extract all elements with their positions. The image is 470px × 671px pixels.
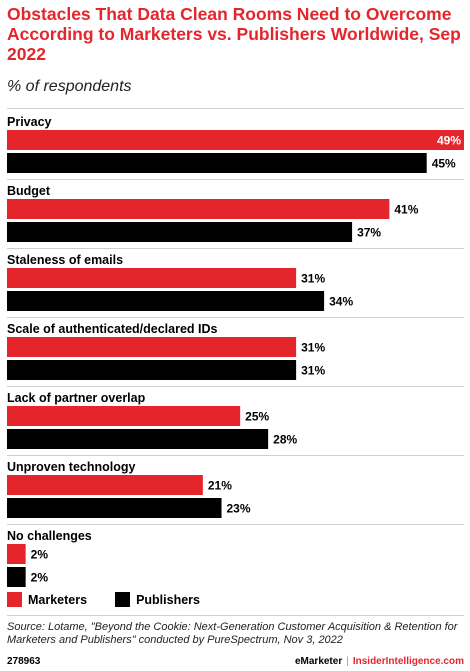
data-label-marketers-privacy: 49% xyxy=(437,134,461,148)
legend-swatch-marketers xyxy=(7,592,22,607)
legend-label-marketers: Marketers xyxy=(28,592,88,607)
bar-marketers-staleness-of-emails xyxy=(7,268,297,288)
brand-insider-intelligence: InsiderIntelligence.com xyxy=(352,656,464,667)
group-divider xyxy=(7,317,464,318)
bar-publishers-scale-of-authenticated-declared-ids xyxy=(7,360,297,380)
group-divider xyxy=(7,524,464,525)
data-label-publishers-privacy: 45% xyxy=(432,157,456,171)
bar-publishers-privacy xyxy=(7,153,427,173)
chart-title: Obstacles That Data Clean Rooms Need to … xyxy=(7,4,461,64)
footer: 278963 eMarketer | InsiderIntelligence.com xyxy=(7,656,464,667)
brand-emarketer: eMarketer xyxy=(294,656,343,667)
bar-marketers-no-challenges xyxy=(7,544,26,564)
data-label-publishers-scale-of-authenticated-declared-ids: 31% xyxy=(301,364,325,378)
data-label-marketers-unproven-technology: 21% xyxy=(208,479,232,493)
data-label-marketers-no-challenges: 2% xyxy=(31,548,49,562)
group-divider xyxy=(7,455,464,456)
data-label-marketers-budget: 41% xyxy=(394,203,418,217)
data-label-publishers-lack-of-partner-overlap: 28% xyxy=(273,433,297,447)
legend-swatch-publishers xyxy=(115,592,131,607)
bar-publishers-staleness-of-emails xyxy=(7,291,325,311)
bar-publishers-lack-of-partner-overlap xyxy=(7,429,269,449)
data-label-marketers-lack-of-partner-overlap: 25% xyxy=(245,410,269,424)
bar-marketers-budget xyxy=(7,199,390,219)
group-divider xyxy=(7,386,464,387)
header-divider xyxy=(7,108,464,109)
bar-marketers-scale-of-authenticated-declared-ids xyxy=(7,337,297,357)
source-note: Source: Lotame, "Beyond the Cookie: Next… xyxy=(7,621,458,646)
chart-subtitle: % of respondents xyxy=(7,78,132,95)
bar-publishers-budget xyxy=(7,222,353,242)
bar-publishers-unproven-technology xyxy=(7,498,222,518)
data-label-publishers-unproven-technology: 23% xyxy=(227,502,251,516)
legend: Marketers Publishers xyxy=(7,592,228,607)
category-label-budget: Budget xyxy=(7,184,51,198)
legend-item-publishers: Publishers xyxy=(115,592,200,607)
bar-chart: Privacy 49% 45% Budget 41% 37% Staleness of em… xyxy=(7,115,464,587)
group-divider xyxy=(7,248,464,249)
legend-label-publishers: Publishers xyxy=(136,592,200,607)
bar-marketers-unproven-technology xyxy=(7,475,203,495)
brand: eMarketer | InsiderIntelligence.com xyxy=(294,656,464,667)
legend-item-marketers: Marketers xyxy=(7,592,87,607)
category-label-unproven-technology: Unproven technology xyxy=(7,460,136,474)
source-divider xyxy=(7,615,464,616)
data-label-publishers-no-challenges: 2% xyxy=(31,571,49,585)
data-label-marketers-scale-of-authenticated-declared-ids: 31% xyxy=(301,341,325,355)
bar-publishers-no-challenges xyxy=(7,567,26,587)
data-label-publishers-budget: 37% xyxy=(357,226,381,240)
group-divider xyxy=(7,179,464,180)
data-label-publishers-staleness-of-emails: 34% xyxy=(329,295,353,309)
bar-marketers-privacy xyxy=(7,130,464,150)
category-label-privacy: Privacy xyxy=(7,115,52,129)
category-label-lack-of-partner-overlap: Lack of partner overlap xyxy=(7,391,146,405)
chart-id: 278963 xyxy=(7,656,41,667)
category-label-no-challenges: No challenges xyxy=(7,529,92,543)
category-label-staleness-of-emails: Staleness of emails xyxy=(7,253,123,267)
bar-marketers-lack-of-partner-overlap xyxy=(7,406,241,426)
data-label-marketers-staleness-of-emails: 31% xyxy=(301,272,325,286)
category-label-scale-of-authenticated-declared-ids: Scale of authenticated/declared IDs xyxy=(7,322,218,336)
